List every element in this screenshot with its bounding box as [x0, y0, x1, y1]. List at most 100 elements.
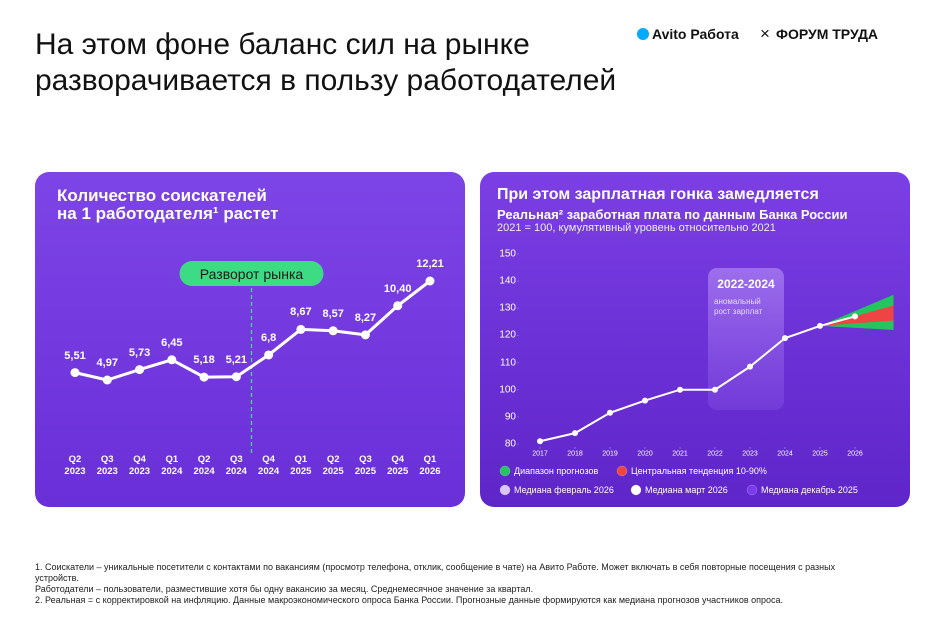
value-label: 10,40: [383, 282, 412, 295]
point: [747, 363, 753, 370]
value-label: 6,45: [161, 336, 183, 349]
annotation-box: [708, 268, 784, 410]
point: [328, 326, 338, 336]
value-label: 5,18: [193, 354, 215, 367]
x-tick-label: Q4 2025: [387, 454, 409, 477]
annotation-text: Разворот рынка: [199, 265, 304, 282]
y-tick-label: 90: [504, 411, 516, 423]
y-tick-label: 140: [499, 275, 516, 287]
x-tick-label: Q4 2023: [128, 454, 151, 477]
chart-title: При этом зарплатная гонка замедляется: [497, 186, 819, 203]
legend-label: Медиана декабрь 2025: [761, 485, 858, 495]
value-label: 5,21: [225, 353, 248, 366]
x-tick-label: Q2 2024: [193, 454, 215, 477]
x-tick-label: 2017: [532, 450, 548, 458]
x-tick-label: 2023: [742, 450, 758, 458]
line: [539, 315, 856, 443]
point: [135, 365, 145, 375]
value-label: 12,21: [416, 258, 444, 270]
y-tick-label: 80: [504, 438, 516, 450]
heading-line: На этом фоне баланс сил на рынке: [35, 28, 530, 61]
x-tick-label: 2026: [847, 450, 863, 458]
legend-label: Медиана февраль 2026: [514, 485, 614, 495]
point: [231, 372, 241, 382]
logo-left: Avito Работа: [652, 26, 739, 42]
chart-title: на 1 работодателя¹ растет: [57, 204, 279, 223]
legend-label: Медиана март 2026: [645, 485, 728, 495]
x-tick-label: 2020: [637, 450, 653, 458]
left-card: [35, 172, 465, 507]
x-tick-label: Q3 2024: [225, 454, 247, 477]
x-tick-label: Q3 2023: [96, 454, 118, 477]
x-tick-label: Q2 2023: [64, 454, 86, 477]
point: [102, 375, 112, 385]
x-tick-label: Q4 2024: [258, 454, 280, 477]
point: [712, 386, 718, 393]
point: [425, 276, 435, 286]
legend-swatch: [746, 484, 758, 496]
x-tick-label: Q3 2025: [354, 454, 376, 477]
x-tick-label: Q2 2025: [322, 454, 344, 477]
value-label: 8,57: [322, 307, 344, 320]
point: [607, 409, 613, 416]
annotation-pill: [179, 261, 324, 286]
x-tick-label: 2022: [707, 450, 723, 458]
x-tick-label: 2025: [812, 450, 828, 458]
point: [70, 368, 80, 378]
logo-sep: ×: [760, 24, 770, 43]
x-tick-label: 2021: [672, 450, 688, 458]
x-tick-label: Q1 2024: [161, 454, 183, 477]
value-label: 8,67: [290, 306, 312, 319]
legend-swatch: [499, 465, 511, 477]
y-tick-label: 150: [499, 248, 516, 260]
chart-note: 2021 = 100, кумулятивный уровень относит…: [497, 222, 776, 234]
x-tick-label: Q1 2026: [419, 454, 441, 477]
point: [360, 330, 370, 340]
y-tick-label: 130: [499, 302, 516, 314]
x-tick-label: 2018: [567, 450, 583, 458]
y-tick-label: 120: [499, 329, 516, 341]
value-label: 6,8: [260, 331, 277, 344]
point: [642, 397, 648, 404]
legend-swatch: [630, 484, 642, 496]
point: [782, 335, 788, 342]
value-label: 5,73: [128, 346, 151, 359]
point: [817, 322, 823, 329]
legend-swatch: [616, 465, 628, 477]
annotation-text: аномальный рост зарплат: [714, 297, 763, 316]
logo-right: ФОРУМ ТРУДА: [776, 26, 879, 42]
line: [74, 279, 431, 382]
heading-line: разворачивается в пользу работодателей: [35, 64, 617, 97]
annotation-title: 2022-2024: [717, 277, 775, 291]
point: [393, 301, 403, 311]
x-tick-label: 2024: [777, 450, 793, 458]
y-tick-label: 110: [500, 357, 516, 369]
chart-title: Количество соискателей: [57, 186, 267, 205]
value-label: 5,51: [64, 349, 86, 362]
footnote: 1. Соискатели – уникальные посетители с …: [35, 562, 836, 583]
point: [199, 372, 209, 382]
point: [537, 438, 543, 445]
logo-icon: [637, 28, 649, 40]
value-label: 4,97: [96, 357, 118, 369]
right-card: [480, 172, 910, 507]
point: [296, 324, 306, 334]
point: [572, 430, 578, 437]
x-tick-label: Q1 2025: [290, 454, 312, 477]
legend-label: Диапазон прогнозов: [514, 466, 599, 476]
legend-swatch: [499, 484, 511, 496]
point: [167, 355, 177, 365]
legend-label: Центральная тенденция 10-90%: [631, 466, 767, 476]
y-tick-label: 100: [499, 384, 516, 396]
value-label: 8,27: [354, 311, 377, 324]
x-tick-label: 2019: [602, 450, 618, 458]
point: [852, 313, 858, 320]
point: [677, 386, 683, 393]
point: [264, 350, 274, 360]
footnote: 2. Реальная = с корректировкой на инфляц…: [35, 595, 784, 605]
chart-subtitle: Реальная² заработная плата по данным Бан…: [497, 207, 848, 222]
footnote: Работодатели – пользователи, разместивши…: [35, 584, 534, 594]
